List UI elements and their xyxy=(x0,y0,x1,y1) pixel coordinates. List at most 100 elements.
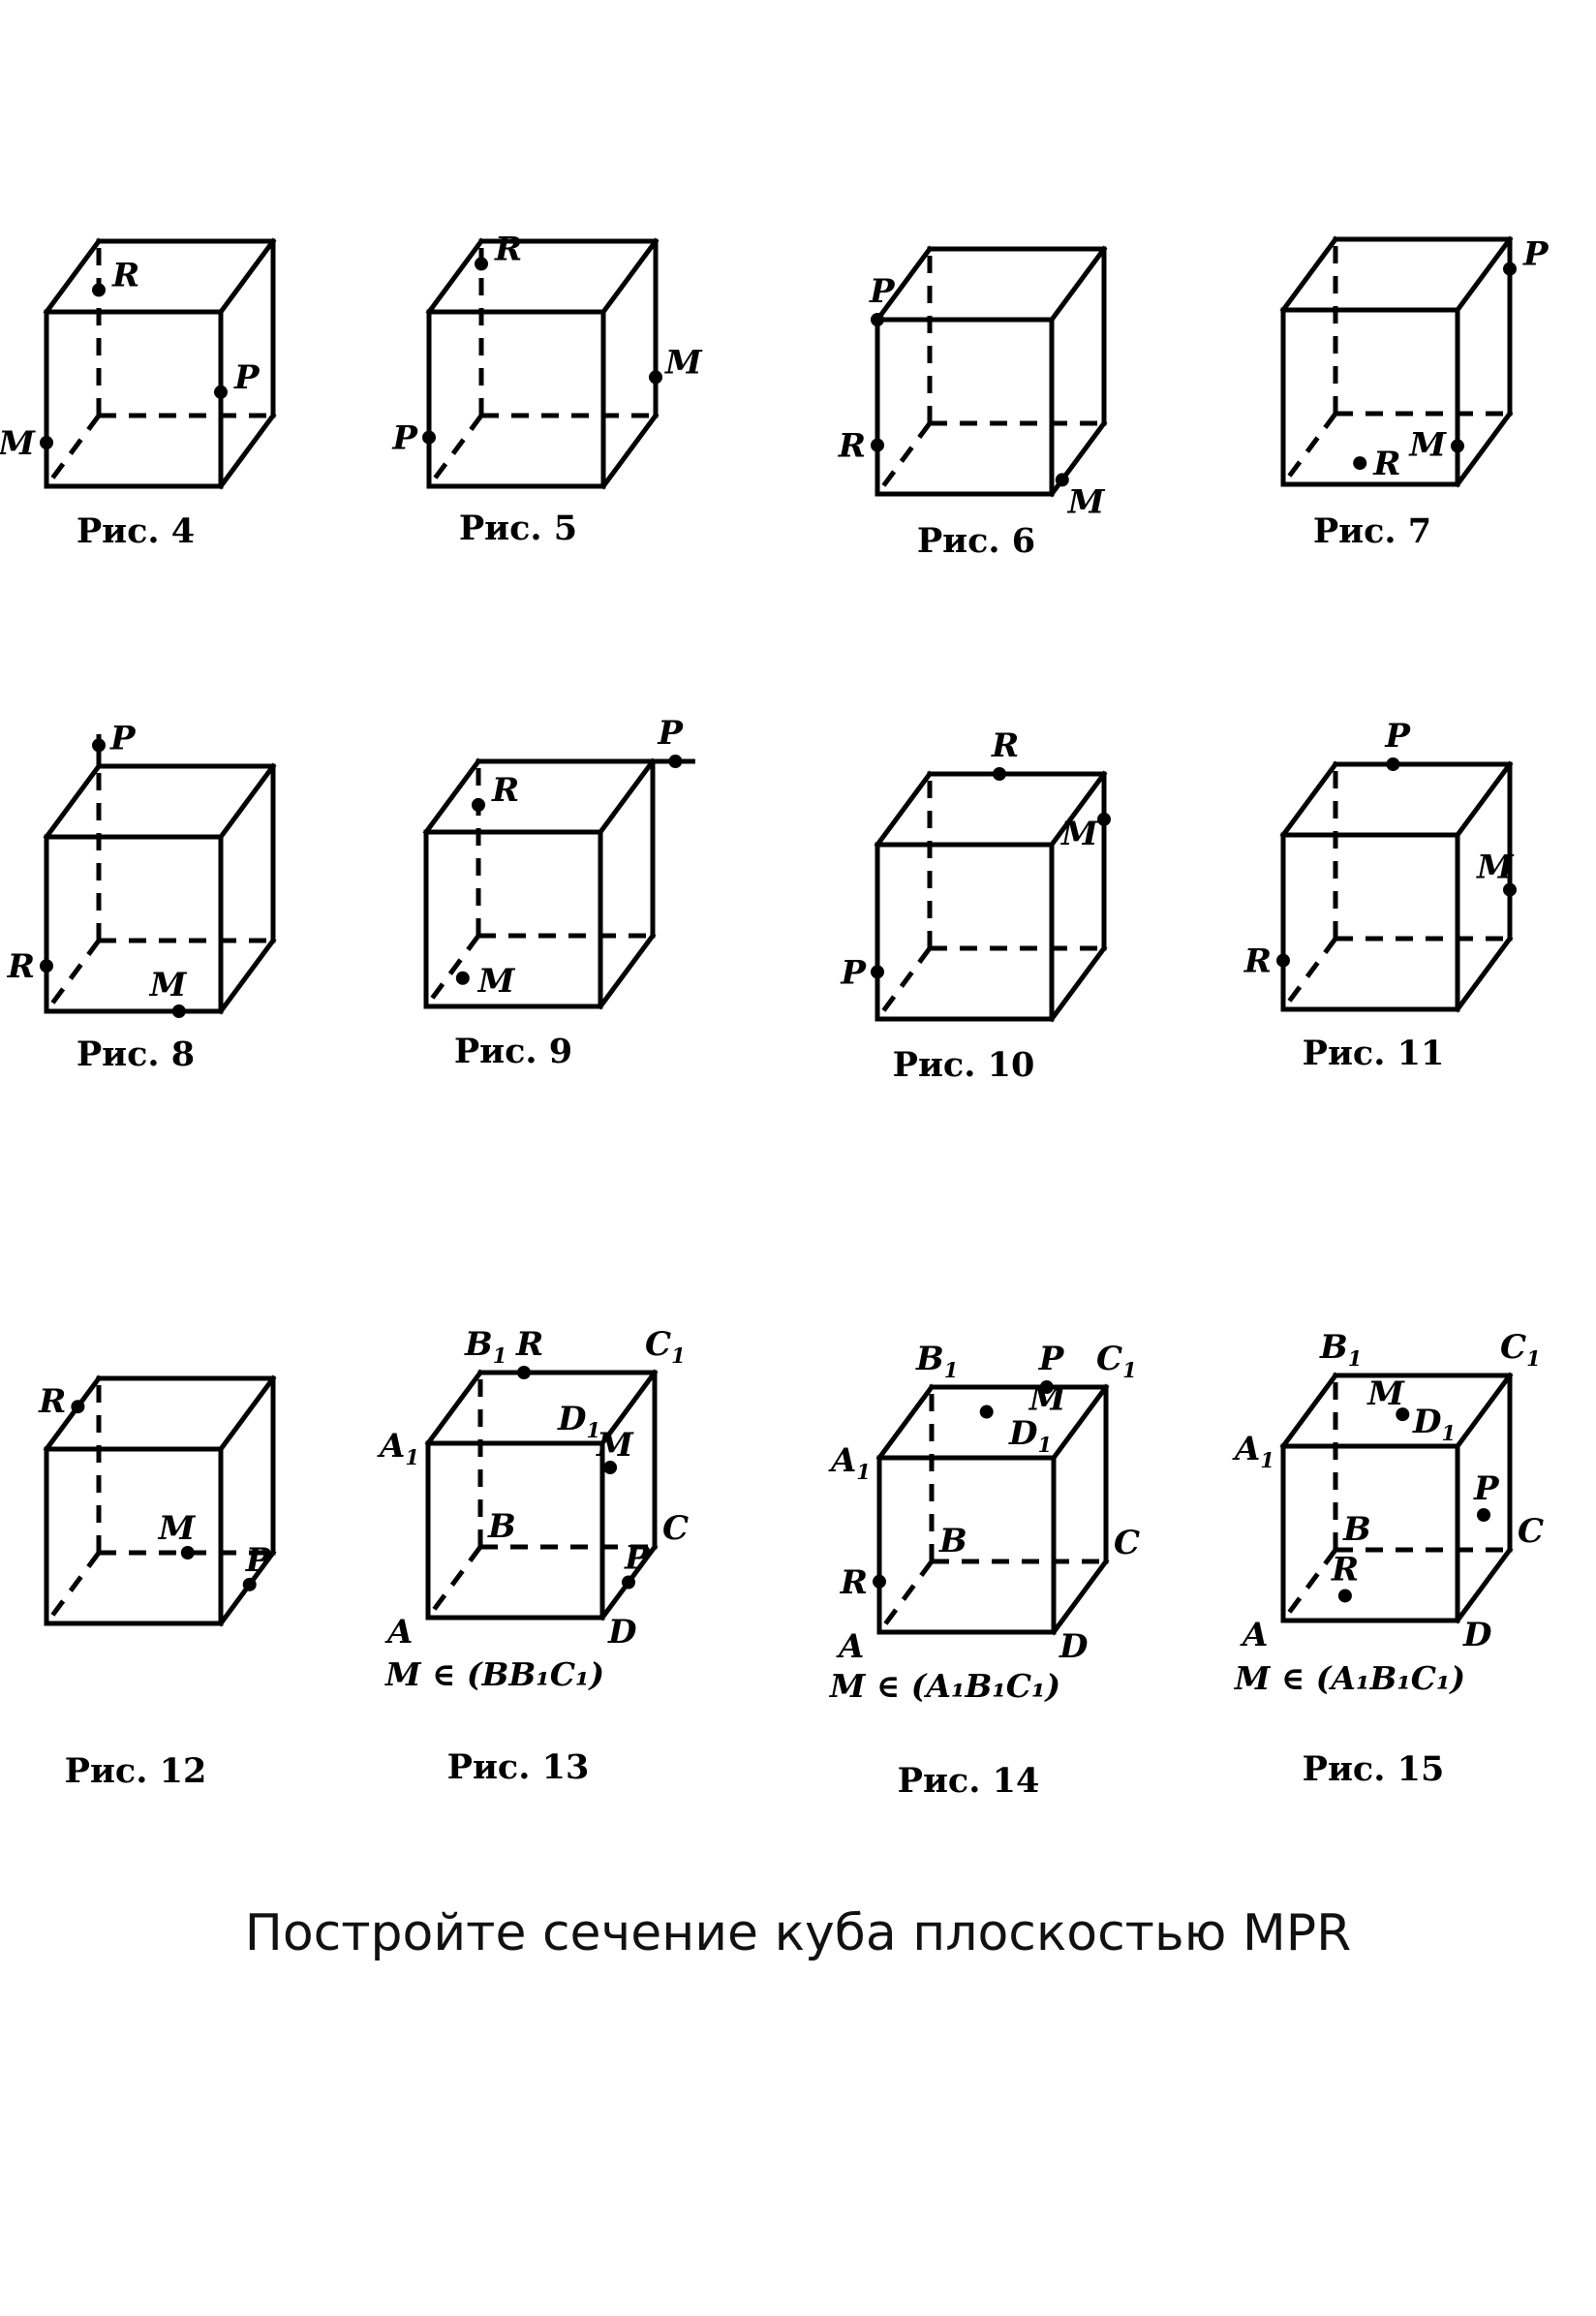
point-label-p: P xyxy=(1384,717,1411,756)
point-label-r: R xyxy=(1243,942,1272,981)
figure-caption: Рис. 4 xyxy=(77,511,195,551)
figure-6: P R M Рис. 6 xyxy=(838,245,1108,561)
point-label-p: P xyxy=(233,358,261,397)
hidden-edge-left-depth xyxy=(876,1559,935,1634)
point-label-r: R xyxy=(491,771,519,810)
edge-bottom-right-depth xyxy=(1454,410,1514,488)
point-p xyxy=(422,430,436,445)
edge-top-right-depth xyxy=(1454,760,1514,839)
edge-bottom-right-depth xyxy=(1454,1546,1514,1624)
point-label-m: M xyxy=(1476,849,1515,887)
point-p xyxy=(1039,1380,1054,1394)
point-label-p: P xyxy=(109,719,137,757)
edge-top-left-depth xyxy=(875,1383,936,1462)
hidden-edge-left-depth xyxy=(44,939,102,1013)
point-label-r: R xyxy=(838,427,866,466)
point-label-m: M xyxy=(664,343,703,382)
point-label-m: M xyxy=(1060,815,1099,853)
point-m xyxy=(1055,473,1069,487)
point-label-p: P xyxy=(1473,1469,1500,1508)
hidden-edge-left-depth xyxy=(44,414,102,488)
figure-7: P R M Рис. 7 xyxy=(1279,235,1550,551)
point-m xyxy=(1396,1407,1410,1422)
hidden-edge-left-depth xyxy=(875,946,933,1021)
point-p xyxy=(92,738,106,753)
point-label-r: R xyxy=(7,947,35,986)
edge-top-right-depth xyxy=(217,762,277,841)
point-r xyxy=(71,1400,85,1414)
point-m xyxy=(1097,812,1111,826)
figure-caption: Рис. 7 xyxy=(1313,511,1431,551)
point-m xyxy=(455,971,470,985)
edge-top-left-depth xyxy=(43,762,103,841)
point-p xyxy=(1477,1508,1490,1522)
edge-bottom-right-depth xyxy=(217,937,277,1015)
figure-caption: Рис. 15 xyxy=(1303,1749,1445,1789)
point-r xyxy=(1353,456,1367,471)
vertex-label-a1: A1 xyxy=(1232,1430,1274,1472)
vertex-label-a1: A1 xyxy=(828,1441,871,1484)
vertex-label-d1: D1 xyxy=(1412,1403,1456,1445)
figure-14: PM RA D A1 D1 B C B1 C1 M ∈ (A₁B₁C₁) Рис. 14 xyxy=(828,1340,1140,1801)
vertex-label-b1: B1 xyxy=(464,1325,506,1368)
point-p xyxy=(871,965,884,979)
point-m xyxy=(180,1546,195,1559)
hidden-edge-left-depth xyxy=(423,934,481,1008)
point-label-p: P xyxy=(657,714,684,753)
point-label-p: P xyxy=(1038,1340,1065,1378)
point-label-r: R xyxy=(991,726,1019,765)
edge-bottom-right-depth xyxy=(1048,944,1108,1023)
figure-caption: Рис. 11 xyxy=(1303,1034,1445,1073)
point-label-r: R xyxy=(494,230,522,268)
figure-caption: Рис. 13 xyxy=(447,1747,590,1787)
condition-text: M ∈ (A₁B₁C₁) xyxy=(1234,1659,1465,1697)
hidden-edge-left-depth xyxy=(425,1545,483,1620)
figure-8: P R M Рис. 8 xyxy=(7,719,277,1074)
edge-top-left-depth xyxy=(874,245,934,324)
hidden-edge-left-depth xyxy=(426,414,484,488)
edge-top-right-depth xyxy=(1454,1372,1514,1450)
point-r xyxy=(993,767,1006,781)
edge-bottom-right-depth xyxy=(597,932,657,1010)
vertex-label-a: A xyxy=(836,1627,864,1666)
edge-top-left-depth xyxy=(422,757,482,836)
point-p xyxy=(668,755,683,768)
edge-top-right-depth xyxy=(599,237,660,316)
point-m xyxy=(171,1004,186,1018)
edge-top-left-depth xyxy=(1279,235,1339,314)
figure-caption: Рис. 8 xyxy=(77,1034,195,1074)
condition-text: M ∈ (A₁B₁C₁) xyxy=(829,1667,1060,1705)
edge-top-right-depth xyxy=(217,237,277,316)
edge-top-left-depth xyxy=(425,237,485,316)
point-label-p: P xyxy=(245,1541,272,1580)
hidden-edge-left-depth xyxy=(44,1551,102,1625)
edge-bottom-right-depth xyxy=(1050,1558,1110,1636)
figure-5: R M P Рис. 5 xyxy=(391,230,703,548)
point-label-p: P xyxy=(869,272,896,311)
vertex-label-b1: B1 xyxy=(915,1340,958,1382)
point-label-m: M xyxy=(1408,425,1447,464)
vertex-label-c: C xyxy=(1518,1512,1544,1551)
point-m xyxy=(979,1405,994,1419)
edge-top-left-depth xyxy=(1279,760,1339,839)
vertex-label-c1: C1 xyxy=(1500,1328,1541,1371)
edge-top-right-depth xyxy=(1048,770,1108,849)
task-text: Постройте сечение куба плоскостью MPR xyxy=(244,1904,1352,1962)
edge-top-left-depth xyxy=(874,770,934,849)
point-label-r: R xyxy=(1331,1550,1359,1589)
point-label-m: M xyxy=(0,424,36,463)
point-label-r: R xyxy=(840,1563,868,1602)
vertex-label-d: D xyxy=(1059,1627,1089,1666)
vertex-label-a: A xyxy=(384,1613,413,1652)
point-m xyxy=(649,370,662,385)
hidden-edge-left-depth xyxy=(1280,1548,1338,1622)
edge-top-right-depth xyxy=(1454,235,1514,314)
point-r xyxy=(517,1366,531,1379)
vertex-label-c: C xyxy=(1114,1524,1140,1562)
point-label-p: P xyxy=(624,1539,651,1578)
point-label-m: M xyxy=(596,1426,634,1465)
figure-caption: Рис. 12 xyxy=(65,1751,207,1791)
vertex-label-d1: D1 xyxy=(557,1400,600,1442)
point-label-p: P xyxy=(391,419,418,458)
